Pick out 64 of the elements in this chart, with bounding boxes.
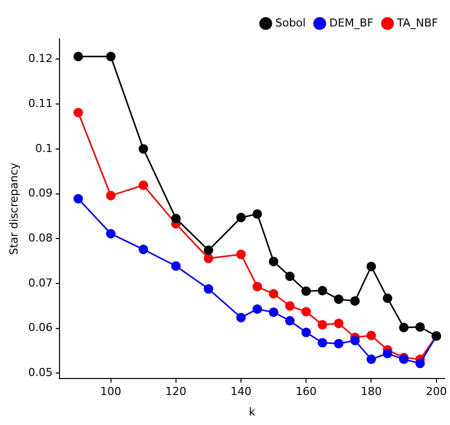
point <box>268 256 278 266</box>
point <box>252 282 262 292</box>
x-axis-title: k <box>248 405 256 418</box>
point <box>301 307 311 317</box>
legend-label: TA_NBF <box>396 16 438 30</box>
point <box>350 336 360 346</box>
point <box>204 254 214 264</box>
legend-label: DEM_BF <box>329 16 374 30</box>
point <box>382 348 392 358</box>
point <box>252 209 262 219</box>
point <box>268 289 278 299</box>
point <box>74 194 83 204</box>
point <box>382 294 392 304</box>
legend-label: Sobol <box>275 16 306 30</box>
point <box>415 358 425 368</box>
point <box>252 304 262 314</box>
point <box>285 301 295 311</box>
y-tick-label: 0.12 <box>28 52 53 66</box>
y-tick-label: 0.09 <box>28 186 53 200</box>
y-tick-label: 0.05 <box>28 366 53 380</box>
point <box>334 318 344 328</box>
point <box>285 272 295 282</box>
x-tick-label: 180 <box>360 385 382 398</box>
point <box>171 261 181 271</box>
x-tick-label: 100 <box>100 385 122 398</box>
point <box>366 330 376 340</box>
point <box>138 244 148 254</box>
point <box>366 262 376 272</box>
point <box>74 108 83 118</box>
y-tick-label: 0.08 <box>28 231 53 244</box>
point <box>318 320 328 330</box>
x-tick-label: 200 <box>426 385 447 398</box>
x-tick-label: 120 <box>165 385 186 398</box>
point <box>236 212 246 222</box>
y-axis-title: Star discrepancy <box>7 162 20 255</box>
point <box>366 354 376 364</box>
point <box>350 296 360 306</box>
point <box>268 307 278 317</box>
point <box>204 246 214 256</box>
point <box>106 190 116 200</box>
point <box>138 144 148 154</box>
point <box>415 322 425 332</box>
point <box>171 214 181 224</box>
point <box>301 286 311 296</box>
point <box>106 228 116 238</box>
point <box>236 250 246 260</box>
y-tick-label: 0.06 <box>28 321 53 334</box>
point <box>334 294 344 304</box>
point <box>236 312 246 322</box>
point <box>318 338 328 348</box>
point <box>399 322 409 332</box>
y-tick-label: 0.07 <box>28 276 53 290</box>
x-tick-label: 140 <box>230 385 252 398</box>
point <box>334 338 344 348</box>
x-tick-label: 160 <box>296 385 317 398</box>
y-tick-label: 0.11 <box>28 96 53 110</box>
point <box>106 52 116 62</box>
point <box>204 284 214 294</box>
point <box>318 286 328 296</box>
y-tick-label: 0.1 <box>35 142 53 155</box>
point <box>301 328 311 338</box>
point <box>74 52 83 62</box>
point <box>285 316 295 326</box>
point <box>138 180 148 190</box>
